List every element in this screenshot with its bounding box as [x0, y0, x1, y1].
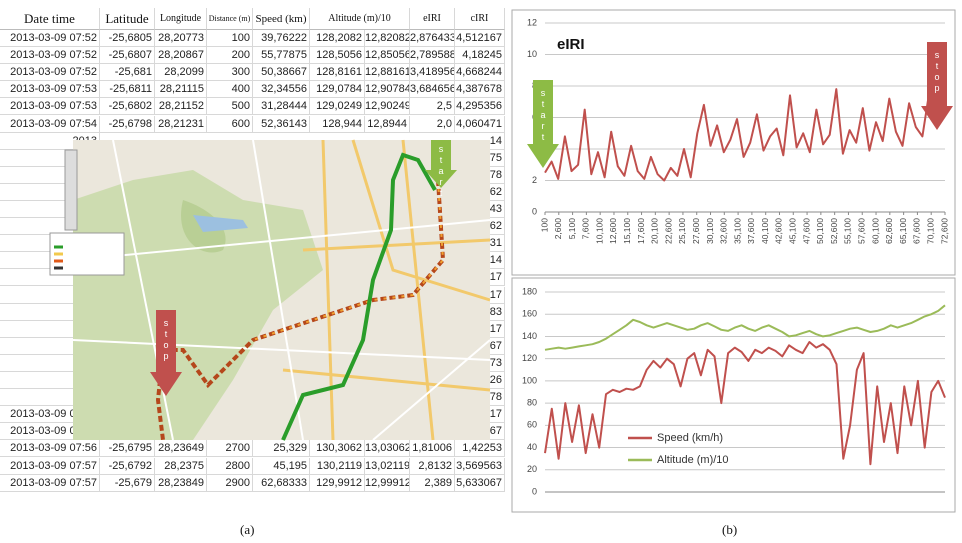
x-tick-label: 42,600	[774, 218, 784, 244]
caption: (b)	[722, 522, 737, 538]
route-map	[50, 140, 490, 440]
start-arrow: start	[425, 140, 457, 193]
x-tick-label: 70,100	[925, 218, 935, 244]
stop-arrow: stop	[150, 310, 182, 401]
arrow-label: stop	[921, 50, 953, 94]
figure: Date timeLatitudeLongitudeDistance (m)Sp…	[0, 0, 962, 543]
x-tick-label: 35,100	[732, 218, 742, 244]
x-tick-label: 30,100	[705, 218, 715, 244]
chart-title: eIRI	[557, 36, 585, 53]
x-tick-label: 10,100	[594, 218, 604, 244]
x-tick-label: 60,100	[870, 218, 880, 244]
y-tick-label: 180	[522, 286, 537, 296]
x-tick-label: 5,100	[567, 218, 577, 240]
figure-graphics: eIRI 0246810121002,6005,1007,60010,10012…	[0, 0, 962, 543]
x-tick-label: 65,100	[898, 218, 908, 244]
y-tick-label: 20	[527, 464, 537, 474]
y-tick-label: 2	[532, 175, 537, 185]
x-tick-label: 67,600	[912, 218, 922, 244]
y-tick-label: 12	[527, 17, 537, 27]
x-tick-label: 25,100	[677, 218, 687, 244]
y-tick-label: 10	[527, 49, 537, 59]
x-tick-label: 45,100	[788, 218, 798, 244]
y-tick-label: 160	[522, 309, 537, 319]
x-tick-label: 72,600	[939, 218, 949, 244]
x-tick-label: 57,600	[856, 218, 866, 244]
legend-label: Altitude (m)/10	[657, 454, 729, 466]
x-tick-label: 7,600	[581, 218, 591, 240]
legend-label: Speed (km/h)	[657, 432, 723, 444]
arrow-label: start	[527, 88, 559, 143]
y-tick-label: 140	[522, 331, 537, 341]
x-tick-label: 100	[539, 218, 549, 232]
y-tick-label: 0	[532, 486, 537, 496]
x-tick-label: 15,100	[622, 218, 632, 244]
x-tick-label: 50,100	[815, 218, 825, 244]
x-tick-label: 55,100	[843, 218, 853, 244]
arrow-label: stop	[150, 318, 182, 362]
x-tick-label: 62,600	[884, 218, 894, 244]
chart-frame	[512, 278, 955, 512]
x-tick-label: 2,600	[553, 218, 563, 240]
y-tick-label: 80	[527, 397, 537, 407]
y-tick-label: 0	[532, 206, 537, 216]
x-tick-label: 37,600	[746, 218, 756, 244]
map-zoom	[65, 150, 77, 230]
x-tick-label: 32,600	[719, 218, 729, 244]
x-tick-label: 12,600	[608, 218, 618, 244]
arrow-label: start	[425, 144, 457, 199]
y-tick-label: 100	[522, 375, 537, 385]
x-tick-label: 47,600	[801, 218, 811, 244]
y-tick-label: 60	[527, 420, 537, 430]
stop-arrow: stop	[921, 42, 953, 135]
x-tick-label: 22,600	[663, 218, 673, 244]
x-tick-label: 52,600	[829, 218, 839, 244]
start-arrow: start	[527, 80, 559, 173]
caption: (a)	[240, 522, 254, 538]
x-tick-label: 27,600	[691, 218, 701, 244]
x-tick-label: 17,600	[636, 218, 646, 244]
y-tick-label: 40	[527, 442, 537, 452]
x-tick-label: 40,100	[760, 218, 770, 244]
x-tick-label: 20,100	[650, 218, 660, 244]
y-tick-label: 120	[522, 353, 537, 363]
